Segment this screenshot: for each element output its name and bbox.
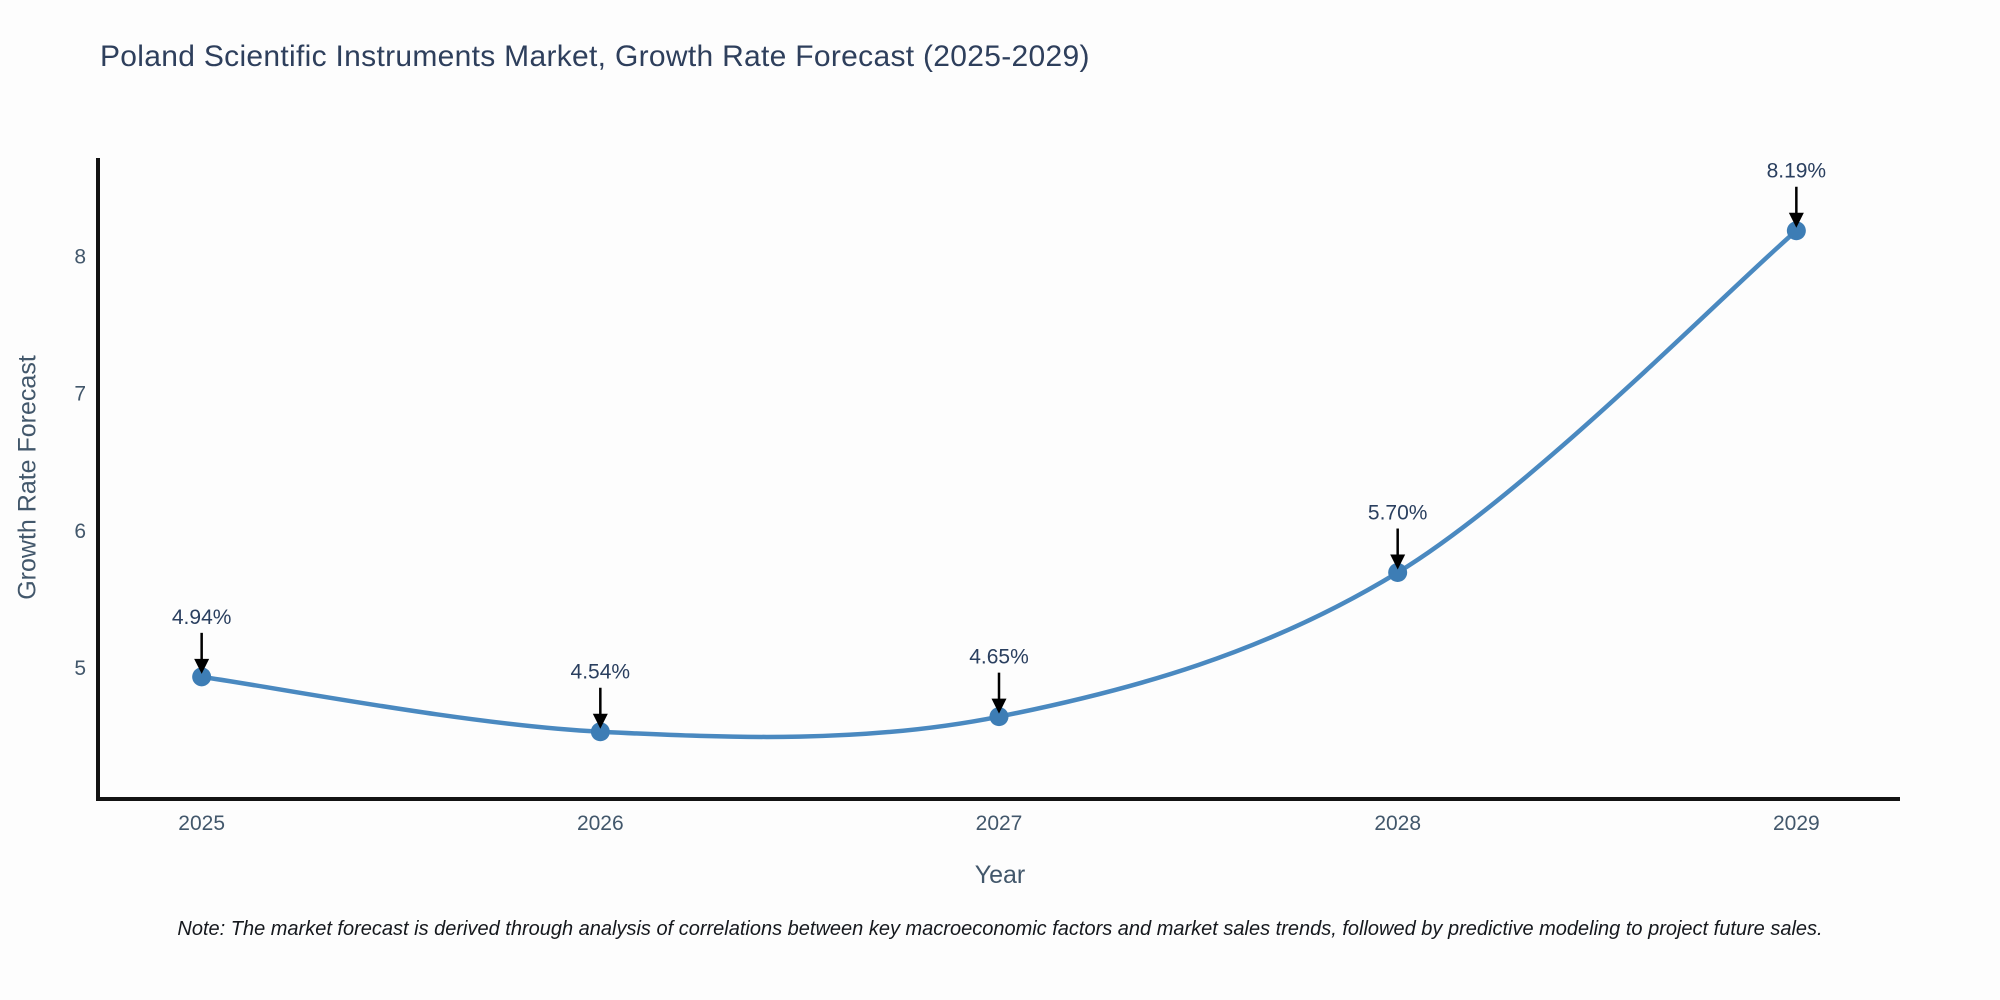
x-tick-label: 2026 [577,812,624,835]
annotation-arrowhead-icon [194,658,210,674]
data-point-marker[interactable] [989,707,1009,727]
annotation-arrowhead-icon [991,698,1007,714]
x-axis-tick-labels: 2025 2026 2027 2028 2029 [178,812,1819,835]
point-annotation: 4.65% [969,646,1029,714]
x-tick-label: 2029 [1773,812,1820,835]
annotation-arrowhead-icon [592,713,608,729]
x-tick-label: 2027 [976,812,1023,835]
point-annotation: 4.54% [571,661,631,729]
point-annotation-label: 4.54% [571,661,631,684]
y-tick-label: 8 [74,245,86,268]
chart-title: Poland Scientific Instruments Market, Gr… [100,40,1090,73]
point-annotations: 4.94% 4.54% 4.65% 5.70% 8.19% [172,160,1826,729]
point-annotation-label: 5.70% [1368,502,1428,525]
y-axis-tick-labels: 5 6 7 8 [74,245,86,680]
y-tick-label: 6 [74,520,86,543]
note-text: Note: The market forecast is derived thr… [177,918,1823,940]
point-annotation-label: 4.65% [969,646,1029,669]
annotation-arrowhead-icon [1390,554,1406,570]
data-point-marker[interactable] [1388,563,1408,583]
data-point-marker[interactable] [192,667,212,687]
point-annotation: 4.94% [172,606,232,674]
data-point-marker[interactable] [590,722,610,742]
point-annotation-label: 4.94% [172,606,232,629]
x-tick-label: 2025 [178,812,225,835]
y-axis-title: Growth Rate Forecast [13,355,42,600]
point-annotation: 5.70% [1368,502,1428,570]
y-tick-label: 5 [74,657,86,680]
x-tick-label: 2028 [1374,812,1421,835]
data-point-marker[interactable] [1786,221,1806,241]
annotation-arrowhead-icon [1788,212,1804,228]
y-tick-label: 7 [74,383,86,406]
x-axis-title: Year [974,861,1026,889]
point-annotation-label: 8.19% [1767,160,1827,183]
data-point-markers [192,221,1806,742]
point-annotation: 8.19% [1767,160,1827,228]
axes [96,158,1900,801]
